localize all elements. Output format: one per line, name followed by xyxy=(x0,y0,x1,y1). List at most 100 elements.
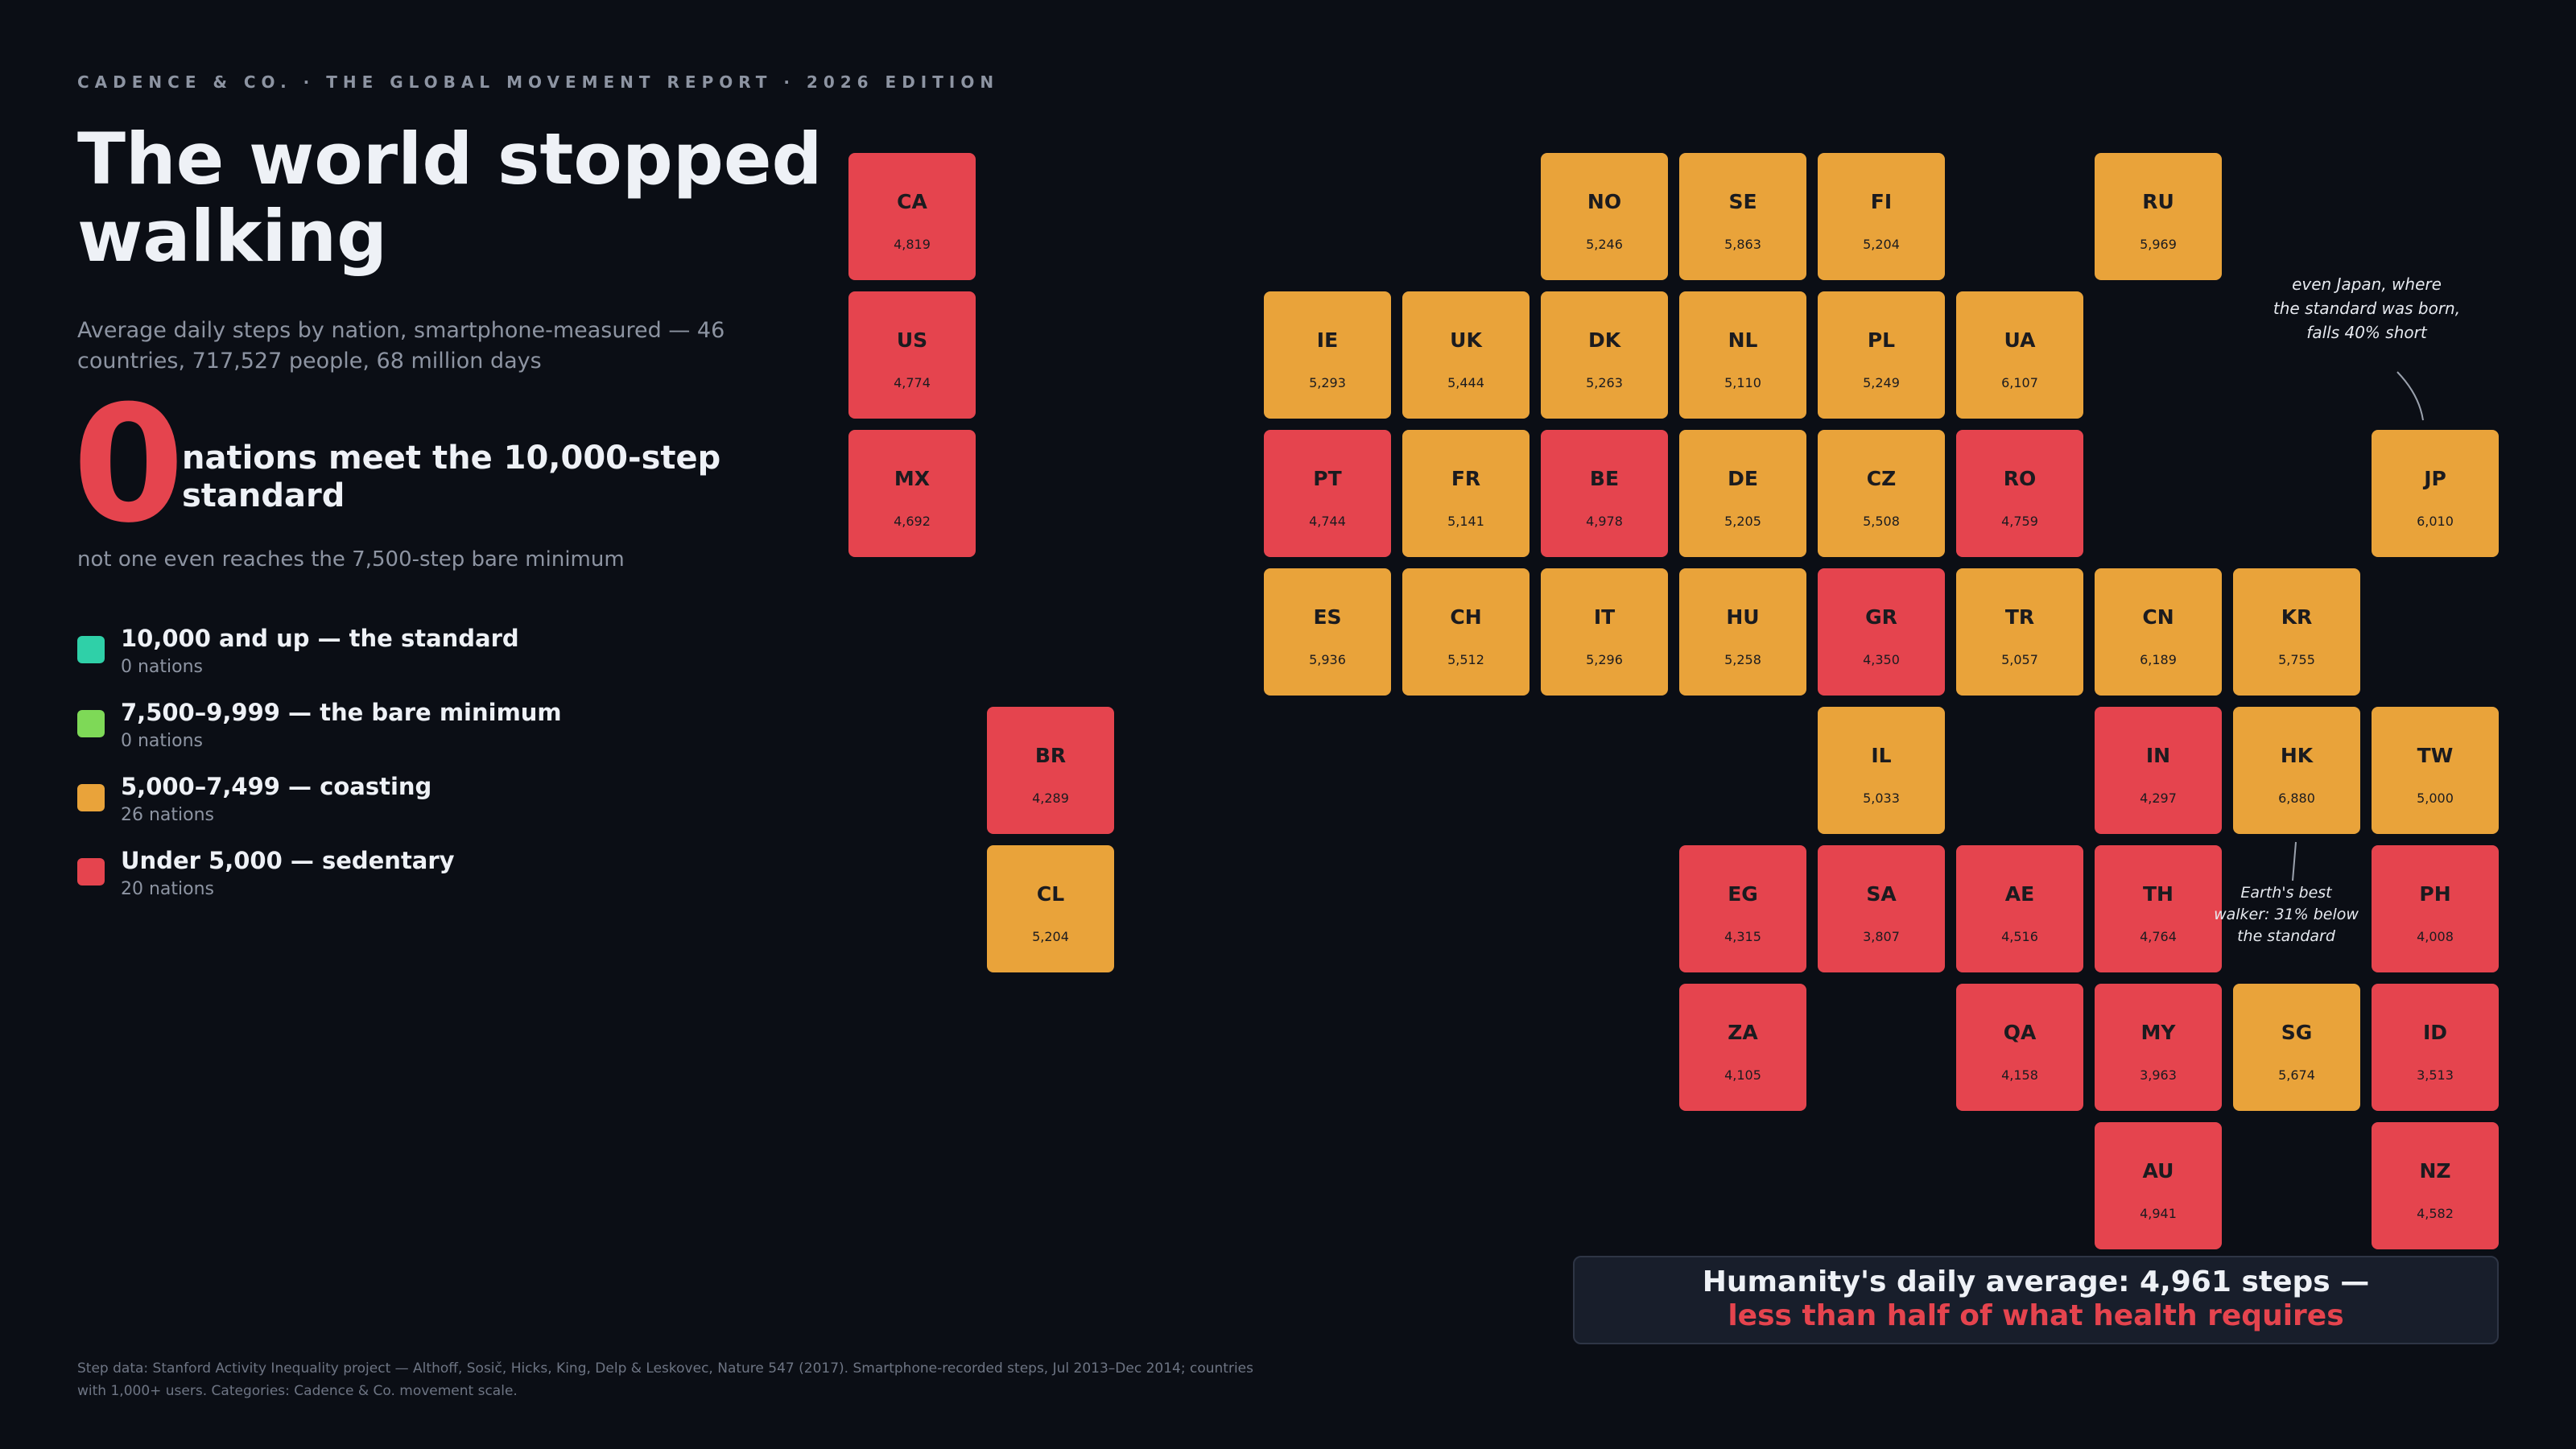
country-steps: 5,674 xyxy=(2278,1067,2315,1083)
country-code: TR xyxy=(2004,605,2035,629)
country-steps: 5,755 xyxy=(2278,652,2315,667)
country-code: CZ xyxy=(1866,467,1897,490)
country-steps: 5,033 xyxy=(1863,791,1900,806)
annotation-line: walker: 31% below xyxy=(2214,906,2359,923)
country-steps: 6,010 xyxy=(2417,514,2454,529)
country-tile-my: MY 3,963 xyxy=(2095,984,2222,1111)
country-steps: 3,963 xyxy=(2140,1067,2177,1083)
summary-line2: less than half of what health requires xyxy=(1728,1299,2344,1332)
country-tile-ph: PH 4,008 xyxy=(2372,845,2499,972)
country-steps: 4,819 xyxy=(894,237,931,252)
country-steps: 5,110 xyxy=(1724,375,1761,390)
country-steps: 5,863 xyxy=(1724,237,1761,252)
legend-swatch xyxy=(77,858,105,886)
country-code: RU xyxy=(2142,190,2174,213)
legend-label: 5,000–7,499 — coasting xyxy=(121,773,432,800)
country-tile-in: IN 4,297 xyxy=(2095,707,2222,834)
country-code: CH xyxy=(1450,605,1482,629)
stat-headline: nations meet the 10,000-step standard xyxy=(182,440,721,514)
country-steps: 4,582 xyxy=(2417,1206,2454,1221)
country-code: AE xyxy=(2004,882,2035,906)
country-steps: 5,205 xyxy=(1724,514,1761,529)
country-tile-ca: CA 4,819 xyxy=(848,153,976,280)
summary-line1: Humanity's daily average: 4,961 steps — xyxy=(1702,1265,2370,1298)
country-steps: 4,105 xyxy=(1724,1067,1761,1083)
country-steps: 5,508 xyxy=(1863,514,1900,529)
country-code: IT xyxy=(1593,605,1616,629)
country-steps: 5,246 xyxy=(1586,237,1623,252)
country-steps: 4,289 xyxy=(1032,791,1069,806)
country-tile-th: TH 4,764 xyxy=(2095,845,2222,972)
country-steps: 5,293 xyxy=(1309,375,1346,390)
country-tile-sa: SA 3,807 xyxy=(1818,845,1945,972)
country-tile-za: ZA 4,105 xyxy=(1679,984,1806,1111)
country-code: PT xyxy=(1313,467,1342,490)
country-tile-hk: HK 6,880 xyxy=(2233,707,2360,834)
country-tile-qa: QA 4,158 xyxy=(1956,984,2083,1111)
country-code: EG xyxy=(1728,882,1758,906)
page-title: The world stopped walking xyxy=(77,118,823,278)
country-code: IN xyxy=(2145,744,2171,767)
country-tile-au: AU 4,941 xyxy=(2095,1122,2222,1249)
country-tile-ae: AE 4,516 xyxy=(1956,845,2083,972)
country-steps: 5,249 xyxy=(1863,375,1900,390)
country-tile-tw: TW 5,000 xyxy=(2372,707,2499,834)
legend-count: 0 nations xyxy=(121,657,204,677)
country-steps: 5,444 xyxy=(1447,375,1484,390)
country-code: PL xyxy=(1867,328,1896,352)
country-code: DE xyxy=(1728,467,1758,490)
country-code: TH xyxy=(2143,882,2174,906)
annotation-line: falls 40% short xyxy=(2306,323,2427,342)
country-steps: 4,158 xyxy=(2001,1067,2038,1083)
country-tile-mx: MX 4,692 xyxy=(848,430,976,557)
country-steps: 5,204 xyxy=(1863,237,1900,252)
country-steps: 4,744 xyxy=(1309,514,1346,529)
country-steps: 4,759 xyxy=(2001,514,2038,529)
country-tile-es: ES 5,936 xyxy=(1264,568,1391,696)
country-steps: 4,774 xyxy=(894,375,931,390)
country-steps: 5,204 xyxy=(1032,929,1069,944)
legend-label: 10,000 and up — the standard xyxy=(121,625,519,652)
country-tile-it: IT 5,296 xyxy=(1541,568,1668,696)
country-code: DK xyxy=(1587,328,1621,352)
country-steps: 5,263 xyxy=(1586,375,1623,390)
country-tile-tr: TR 5,057 xyxy=(1956,568,2083,696)
country-tile-eg: EG 4,315 xyxy=(1679,845,1806,972)
country-code: KR xyxy=(2281,605,2313,629)
country-steps: 4,692 xyxy=(894,514,931,529)
country-steps: 6,189 xyxy=(2140,652,2177,667)
page-subtitle: Average daily steps by nation, smartphon… xyxy=(77,318,725,374)
country-code: NL xyxy=(1728,328,1758,352)
country-tile-nl: NL 5,110 xyxy=(1679,291,1806,419)
annotation-line: the standard xyxy=(2237,927,2335,945)
country-code: CN xyxy=(2142,605,2174,629)
country-tile-br: BR 4,289 xyxy=(987,707,1114,834)
country-tile-se: SE 5,863 xyxy=(1679,153,1806,280)
country-tile-pt: PT 4,744 xyxy=(1264,430,1391,557)
summary-callout: Humanity's daily average: 4,961 steps — … xyxy=(1573,1256,2499,1344)
country-tile-be: BE 4,978 xyxy=(1541,430,1668,557)
country-tile-hu: HU 5,258 xyxy=(1679,568,1806,696)
country-code: ID xyxy=(2422,1021,2448,1044)
country-code: MY xyxy=(2140,1021,2176,1044)
country-code: BE xyxy=(1589,467,1620,490)
country-tile-de: DE 5,205 xyxy=(1679,430,1806,557)
country-code: GR xyxy=(1865,605,1897,629)
legend-swatch xyxy=(77,784,105,811)
legend-count: 20 nations xyxy=(121,879,215,899)
country-steps: 6,880 xyxy=(2278,791,2315,806)
country-tile-ua: UA 6,107 xyxy=(1956,291,2083,419)
country-tile-jp: JP 6,010 xyxy=(2372,430,2499,557)
country-code: HU xyxy=(1726,605,1760,629)
country-code: SG xyxy=(2281,1021,2313,1044)
country-tile-fi: FI 5,204 xyxy=(1818,153,1945,280)
country-code: IE xyxy=(1316,328,1339,352)
country-steps: 4,978 xyxy=(1586,514,1623,529)
annotation-japan: even Japan, where the standard was born,… xyxy=(2238,272,2496,345)
legend-label: Under 5,000 — sedentary xyxy=(121,847,455,874)
country-code: US xyxy=(896,328,928,352)
annotation-line: the standard was born, xyxy=(2273,299,2461,318)
country-steps: 5,057 xyxy=(2001,652,2038,667)
country-steps: 5,141 xyxy=(1447,514,1484,529)
country-tile-ru: RU 5,969 xyxy=(2095,153,2222,280)
